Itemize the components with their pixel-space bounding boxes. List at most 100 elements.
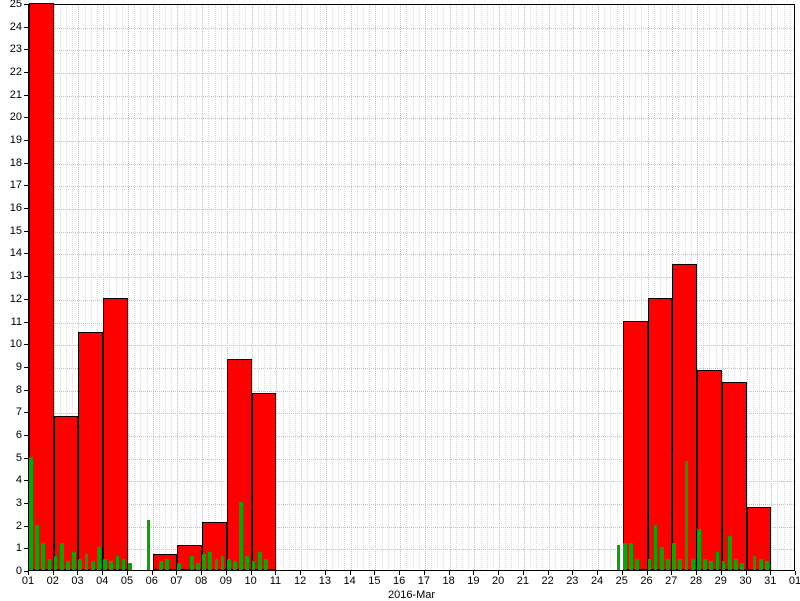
grid-line-vertical-minor (765, 5, 766, 570)
data-spike (233, 561, 237, 570)
grid-line-vertical-minor (505, 5, 506, 570)
data-spike (635, 559, 639, 570)
grid-line-vertical-minor (147, 5, 148, 570)
grid-line-vertical-minor (462, 5, 463, 570)
data-spike (740, 563, 744, 570)
data-spike (147, 520, 151, 570)
data-spike (227, 559, 231, 570)
grid-line-vertical-minor (592, 5, 593, 570)
grid-line-vertical (573, 5, 574, 570)
data-spike (264, 559, 268, 570)
grid-line-vertical (153, 5, 154, 570)
grid-line-vertical (301, 5, 302, 570)
grid-line-vertical (598, 5, 599, 570)
y-tick-label: 17 (0, 179, 22, 191)
x-tick-label: 08 (195, 575, 207, 587)
data-bar (252, 393, 277, 570)
data-spike (753, 556, 757, 570)
data-spike (221, 556, 225, 570)
y-tick-label: 1 (0, 542, 22, 554)
data-spike (72, 552, 76, 570)
y-tick-label: 9 (0, 361, 22, 373)
y-tick-mark (24, 458, 28, 459)
data-spike (245, 556, 249, 570)
grid-line-vertical-minor (289, 5, 290, 570)
data-spike (202, 554, 206, 570)
data-spike (85, 554, 89, 570)
x-tick-label: 23 (566, 575, 578, 587)
data-spike (709, 561, 713, 570)
y-tick-mark (24, 27, 28, 28)
y-tick-mark (24, 163, 28, 164)
grid-line-vertical-minor (314, 5, 315, 570)
y-tick-label: 18 (0, 157, 22, 169)
x-tick-label: 17 (418, 575, 430, 587)
y-tick-mark (24, 435, 28, 436)
y-tick-label: 3 (0, 497, 22, 509)
x-tick-label: 19 (467, 575, 479, 587)
x-tick-label: 21 (517, 575, 529, 587)
x-tick-label: 09 (220, 575, 232, 587)
grid-line-vertical-minor (561, 5, 562, 570)
grid-line-vertical (375, 5, 376, 570)
grid-line-vertical (450, 5, 451, 570)
data-spike (716, 552, 720, 570)
x-tick-label: 22 (541, 575, 553, 587)
y-tick-label: 15 (0, 225, 22, 237)
data-bar (29, 3, 54, 570)
data-spike (617, 545, 621, 570)
data-spike (103, 559, 107, 570)
data-spike (666, 559, 670, 570)
grid-line-vertical-minor (221, 5, 222, 570)
grid-line-vertical-minor (567, 5, 568, 570)
data-spike (122, 559, 126, 570)
grid-line-vertical (128, 5, 129, 570)
data-spike (190, 556, 194, 570)
data-spike (91, 561, 95, 570)
grid-line-vertical-minor (753, 5, 754, 570)
data-spike (35, 525, 39, 570)
data-spike (159, 561, 163, 570)
grid-line-vertical-minor (617, 5, 618, 570)
y-tick-mark (24, 480, 28, 481)
x-tick-label: 20 (492, 575, 504, 587)
grid-line-vertical-minor (586, 5, 587, 570)
data-spike (759, 559, 763, 570)
grid-line-vertical (425, 5, 426, 570)
y-tick-mark (24, 140, 28, 141)
y-tick-mark (24, 117, 28, 118)
x-tick-label: 15 (368, 575, 380, 587)
x-tick-label: 26 (640, 575, 652, 587)
data-spike (678, 559, 682, 570)
y-tick-label: 19 (0, 134, 22, 146)
grid-line-vertical-minor (413, 5, 414, 570)
data-bar (623, 321, 648, 570)
x-axis-title: 2016-Mar (388, 589, 435, 601)
data-spike (734, 559, 738, 570)
y-tick-label: 13 (0, 270, 22, 282)
grid-line-vertical-minor (171, 5, 172, 570)
y-tick-mark (24, 208, 28, 209)
data-bar (78, 332, 103, 570)
grid-line-vertical-minor (338, 5, 339, 570)
data-spike (196, 563, 200, 570)
y-tick-mark (24, 322, 28, 323)
data-spike (60, 543, 64, 570)
y-tick-mark (24, 185, 28, 186)
x-tick-label: 30 (739, 575, 751, 587)
grid-line-vertical (549, 5, 550, 570)
data-spike (648, 559, 652, 570)
data-spike (258, 552, 262, 570)
y-tick-label: 11 (0, 316, 22, 328)
y-tick-mark (24, 49, 28, 50)
plot-area (28, 4, 795, 571)
grid-line-vertical-minor (388, 5, 389, 570)
x-tick-label: 11 (270, 575, 281, 587)
data-spike (623, 543, 627, 570)
grid-line-vertical (747, 5, 748, 570)
grid-line-vertical-minor (518, 5, 519, 570)
grid-line-vertical-minor (468, 5, 469, 570)
data-bar (648, 298, 673, 570)
y-tick-mark (24, 253, 28, 254)
data-spike (691, 559, 695, 570)
